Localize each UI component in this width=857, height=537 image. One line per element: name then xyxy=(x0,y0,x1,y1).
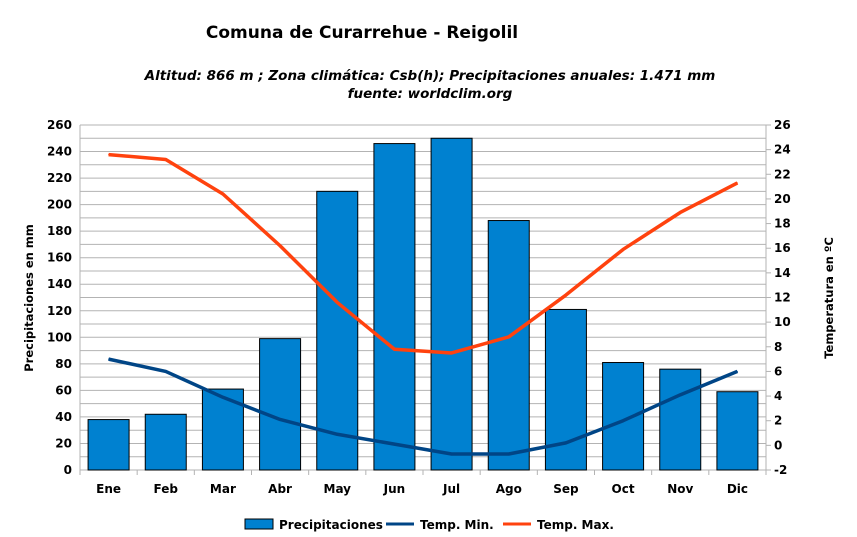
y-tick-label: 160 xyxy=(47,251,72,265)
y2-tick-label: 20 xyxy=(774,192,791,206)
bar-precipitaciones xyxy=(487,220,530,471)
y2-tick-label: 8 xyxy=(774,340,782,354)
y-tick-label: 60 xyxy=(55,383,72,397)
point-temp-min xyxy=(393,443,395,445)
chart-subtitle: Altitud: 866 m ; Zona climática: Csb(h);… xyxy=(144,68,716,84)
x-tick-label: Feb xyxy=(154,482,179,496)
y2-tick-label: 22 xyxy=(774,167,791,181)
y-axis-label: Precipitaciones en mm xyxy=(22,224,36,372)
y2-tick-label: 10 xyxy=(774,315,791,329)
y2-axis-label: Temperatura en ºC xyxy=(822,237,836,359)
chart-source: fuente: worldclim.org xyxy=(348,86,513,102)
point-temp-max xyxy=(565,294,567,296)
y-tick-label: 100 xyxy=(47,330,72,344)
point-temp-min xyxy=(336,433,338,435)
point-temp-max xyxy=(393,348,395,350)
point-temp-min xyxy=(679,394,681,396)
y-tick-label: 200 xyxy=(47,198,72,212)
x-tick-label: Ene xyxy=(96,482,121,496)
x-tick-label: Abr xyxy=(268,482,292,496)
y-tick-label: 80 xyxy=(55,357,72,371)
point-temp-max xyxy=(222,193,224,195)
x-tick-label: May xyxy=(324,482,352,496)
line-temp-min xyxy=(108,357,739,456)
point-temp-min xyxy=(108,358,110,360)
y2-tick-label: 12 xyxy=(774,291,791,305)
bar-precipitaciones xyxy=(716,391,759,471)
y-tick-label: 220 xyxy=(47,171,72,185)
point-temp-max xyxy=(679,211,681,213)
x-tick-label: Nov xyxy=(667,482,693,496)
y-tick-label: 120 xyxy=(47,304,72,318)
point-temp-max xyxy=(508,336,510,338)
y-tick-label: 180 xyxy=(47,224,72,238)
y-tick-label: 20 xyxy=(55,436,72,450)
point-temp-max xyxy=(736,182,738,184)
x-tick-label: Jul xyxy=(442,482,460,496)
y2-tick-label: 14 xyxy=(774,266,791,280)
y-tick-label: 240 xyxy=(47,145,72,159)
bar-precipitaciones xyxy=(602,362,645,471)
x-tick-label: Mar xyxy=(210,482,236,496)
y-tick-label: 140 xyxy=(47,277,72,291)
x-tick-label: Ago xyxy=(496,482,522,496)
y-tick-label: 40 xyxy=(55,410,72,424)
point-temp-max xyxy=(279,245,281,247)
legend-label-precip: Precipitaciones xyxy=(279,518,383,532)
point-temp-max xyxy=(165,159,167,160)
bar-precipitaciones xyxy=(316,190,359,471)
point-temp-min xyxy=(565,442,567,444)
x-tick-label: Sep xyxy=(553,482,579,496)
point-temp-min xyxy=(451,453,453,455)
y2-tick-label: 6 xyxy=(774,364,782,378)
point-temp-min xyxy=(622,420,624,422)
bar-precipitaciones xyxy=(430,137,473,471)
legend-swatch-precip xyxy=(244,518,274,530)
y2-tick-label: 2 xyxy=(774,414,782,428)
bar-precipitaciones xyxy=(373,143,416,471)
chart-title: Comuna de Curarrehue - Reigolil xyxy=(206,23,518,43)
point-temp-max xyxy=(108,154,110,156)
x-tick-label: Dic xyxy=(727,482,748,496)
point-temp-min xyxy=(222,396,224,398)
y2-tick-label: 16 xyxy=(774,241,791,255)
point-temp-max xyxy=(451,352,453,354)
bar-precipitaciones xyxy=(259,338,302,471)
legend-label-tmax: Temp. Max. xyxy=(537,518,614,532)
y2-tick-label: 4 xyxy=(774,389,782,403)
point-temp-min xyxy=(279,418,281,420)
y2-tick-label: 24 xyxy=(774,143,791,157)
legend-label-tmin: Temp. Min. xyxy=(420,518,494,532)
y2-tick-label: 18 xyxy=(774,217,791,231)
x-tick-label: Oct xyxy=(612,482,635,496)
y-tick-label: 0 xyxy=(64,463,72,477)
x-tick-label: Jun xyxy=(383,482,406,496)
y-tick-label: 260 xyxy=(47,118,72,132)
point-temp-max xyxy=(622,248,624,250)
y2-tick-label: -2 xyxy=(774,463,787,477)
point-temp-min xyxy=(736,370,738,372)
y2-tick-label: 0 xyxy=(774,438,782,452)
bar-precipitaciones xyxy=(659,368,702,471)
point-temp-min xyxy=(165,370,167,372)
point-temp-max xyxy=(336,301,338,303)
line-temp-max xyxy=(108,152,739,355)
bar-precipitaciones xyxy=(87,419,130,471)
point-temp-min xyxy=(508,453,510,455)
y2-tick-label: 26 xyxy=(774,118,791,132)
bar-precipitaciones xyxy=(144,413,187,471)
legend: Precipitaciones Temp. Min. Temp. Max. xyxy=(244,518,614,532)
